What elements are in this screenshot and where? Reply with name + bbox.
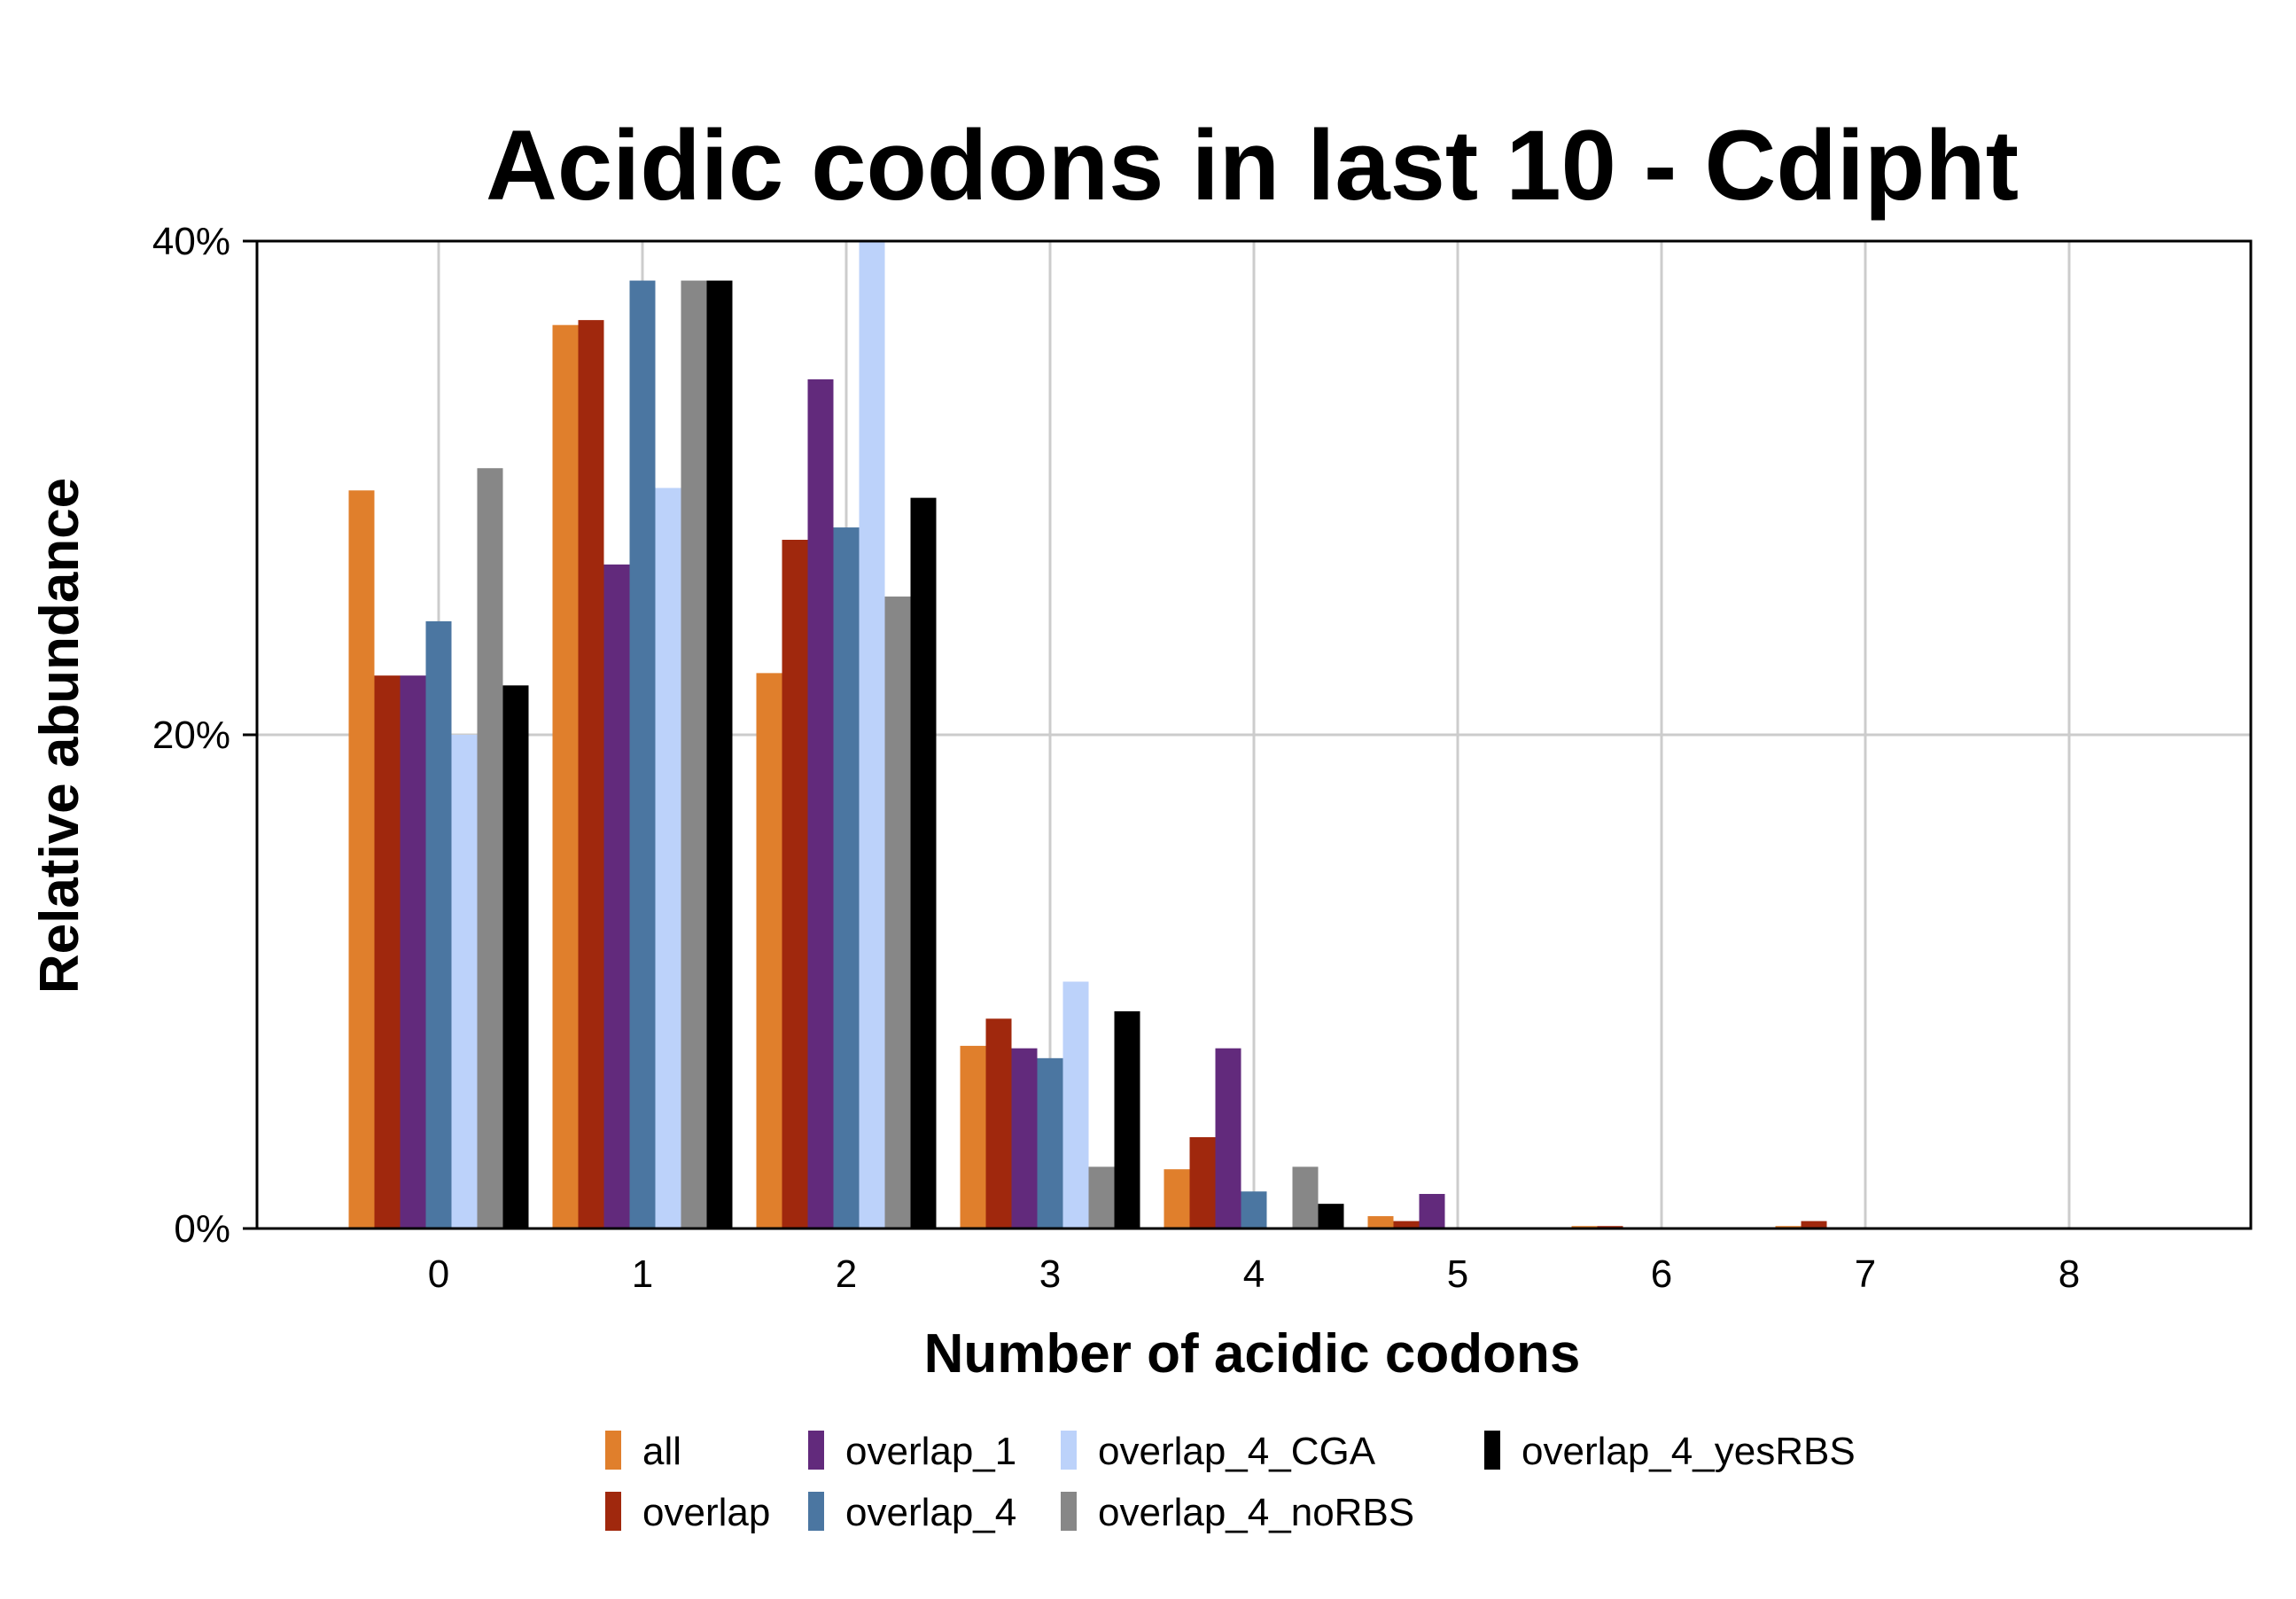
bar-overlap_4_yesRBS-1: overlap_4_yesRBS (1): 38.4% — [706, 280, 733, 1228]
x-tick-label: 2 — [836, 1252, 857, 1296]
bar-overlap_4-2: overlap_4 (2): 28.4% — [833, 527, 860, 1228]
legend-swatch — [1484, 1431, 1500, 1470]
legend-swatch — [605, 1431, 621, 1470]
y-axis-title: Relative abundance — [29, 478, 90, 994]
y-tick-label: 20% — [152, 714, 230, 757]
bar-all-2: all (2): 22.5% — [756, 673, 782, 1228]
x-tick-label: 1 — [632, 1252, 653, 1296]
bar-overlap_4_yesRBS-4: overlap_4_yesRBS (4): 1% — [1318, 1204, 1344, 1228]
bar-overlap-2: overlap (2): 27.9% — [782, 539, 808, 1228]
legend-label: overlap_4_noRBS — [1098, 1491, 1414, 1534]
y-tick-label: 40% — [152, 220, 230, 263]
bar-overlap_1-0: overlap_1 (0): 22.4% — [400, 675, 426, 1228]
bar-overlap_1-2: overlap_1 (2): 34.4% — [807, 378, 834, 1229]
legend-item-overlap_4_yesRBS: overlap_4_yesRBS — [1484, 1430, 1856, 1473]
bar-overlap_4-0: overlap_4 (0): 24.6% — [425, 620, 452, 1228]
bar-all-1: all (1): 36.6% — [552, 324, 579, 1228]
tick-labels: 0% 20% 40% 0 1 2 3 4 5 6 7 8 — [152, 220, 2080, 1296]
legend-label: overlap_4_CGA — [1098, 1430, 1376, 1473]
legend: all overlap overlap_1 overlap_4 overlap_4_CG… — [605, 1430, 1856, 1534]
bar-overlap_4-4: overlap_4 (4): 1.5% — [1241, 1191, 1267, 1228]
legend-item-overlap_4: overlap_4 — [808, 1491, 1016, 1534]
bar-overlap_4_CGA-2: overlap_4_CGA (2): 40% — [859, 241, 885, 1228]
legend-swatch — [1061, 1431, 1077, 1470]
x-axis-title: Number of acidic codons — [924, 1323, 1581, 1384]
bar-all-4: all (4): 2.4% — [1164, 1169, 1190, 1228]
bar-overlap_1-1: overlap_1 (1): 26.9% — [603, 564, 630, 1228]
legend-item-overlap_1: overlap_1 — [808, 1430, 1016, 1473]
legend-item-all: all — [605, 1430, 681, 1473]
legend-item-overlap_4_noRBS: overlap_4_noRBS — [1061, 1491, 1414, 1534]
bar-overlap-7: overlap (7): 0.3% — [1801, 1221, 1827, 1228]
bar-overlap-3: overlap (3): 8.5% — [985, 1018, 1012, 1228]
bar-overlap_4_CGA-3: overlap_4_CGA (3): 10% — [1062, 981, 1089, 1228]
x-tick-label: 8 — [2059, 1252, 2080, 1296]
bars: all (0): 29.9% all (1): 36.6% all (2): 22.… — [348, 241, 1827, 1229]
bar-overlap-4: overlap (4): 3.7% — [1189, 1136, 1216, 1228]
bar-overlap-0: overlap (0): 22.4% — [374, 675, 401, 1228]
x-tick-label: 3 — [1039, 1252, 1061, 1296]
x-tick-label: 5 — [1447, 1252, 1468, 1296]
bar-overlap_4_yesRBS-3: overlap_4_yesRBS (3): 8.8% — [1114, 1010, 1140, 1228]
bar-overlap_4_noRBS-3: overlap_4_noRBS (3): 2.5% — [1088, 1166, 1115, 1228]
bar-overlap_4_noRBS-2: overlap_4_noRBS (2): 25.6% — [884, 597, 911, 1228]
bar-overlap_4_noRBS-0: overlap_4_noRBS (0): 30.8% — [477, 468, 503, 1228]
legend-swatch — [808, 1431, 824, 1470]
bar-all-0: all (0): 29.9% — [348, 490, 375, 1228]
x-tick-label: 6 — [1651, 1252, 1672, 1296]
legend-swatch — [1061, 1492, 1077, 1531]
x-tick-label: 7 — [1855, 1252, 1876, 1296]
bar-overlap_4_yesRBS-2: overlap_4_yesRBS (2): 29.6% — [910, 497, 937, 1228]
bar-overlap-1: overlap (1): 36.8% — [578, 320, 604, 1228]
bar-overlap_4-1: overlap_4 (1): 38.4% — [629, 280, 656, 1228]
legend-swatch — [605, 1492, 621, 1531]
legend-label: overlap_1 — [845, 1430, 1016, 1473]
legend-swatch — [808, 1492, 824, 1531]
bar-all-3: all (3): 7.4% — [960, 1045, 986, 1228]
x-tick-label: 0 — [428, 1252, 449, 1296]
bar-overlap_1-5: overlap_1 (5): 1.4% — [1419, 1194, 1445, 1228]
bar-overlap_4_yesRBS-0: overlap_4_yesRBS (0): 22% — [502, 685, 529, 1228]
bar-overlap_4-3: overlap_4 (3): 6.9% — [1037, 1057, 1063, 1228]
chart-title: Acidic codons in last 10 - Cdipht — [486, 110, 2019, 221]
legend-item-overlap_4_CGA: overlap_4_CGA — [1061, 1430, 1376, 1473]
bar-all-5: all (5): 0.5% — [1367, 1216, 1394, 1228]
bar-overlap_4_CGA-1: overlap_4_CGA (1): 30% — [655, 488, 681, 1228]
axes — [243, 239, 2253, 1230]
legend-label: overlap_4_yesRBS — [1522, 1430, 1856, 1473]
bar-overlap_4_noRBS-1: overlap_4_noRBS (1): 38.4% — [681, 280, 707, 1228]
y-tick-label: 0% — [174, 1207, 230, 1251]
bar-overlap_1-3: overlap_1 (3): 7.3% — [1011, 1048, 1038, 1228]
bar-overlap_1-4: overlap_1 (4): 7.3% — [1215, 1048, 1241, 1228]
x-tick-label: 4 — [1243, 1252, 1265, 1296]
legend-label: overlap — [642, 1491, 770, 1534]
bar-overlap_4_CGA-0: overlap_4_CGA (0): 20% — [451, 735, 478, 1228]
bar-overlap-5: overlap (5): 0.3% — [1393, 1221, 1420, 1228]
legend-item-overlap: overlap — [605, 1491, 770, 1534]
legend-label: overlap_4 — [845, 1491, 1016, 1534]
legend-label: all — [642, 1430, 681, 1473]
bar-overlap_4_noRBS-4: overlap_4_noRBS (4): 2.5% — [1292, 1166, 1319, 1228]
